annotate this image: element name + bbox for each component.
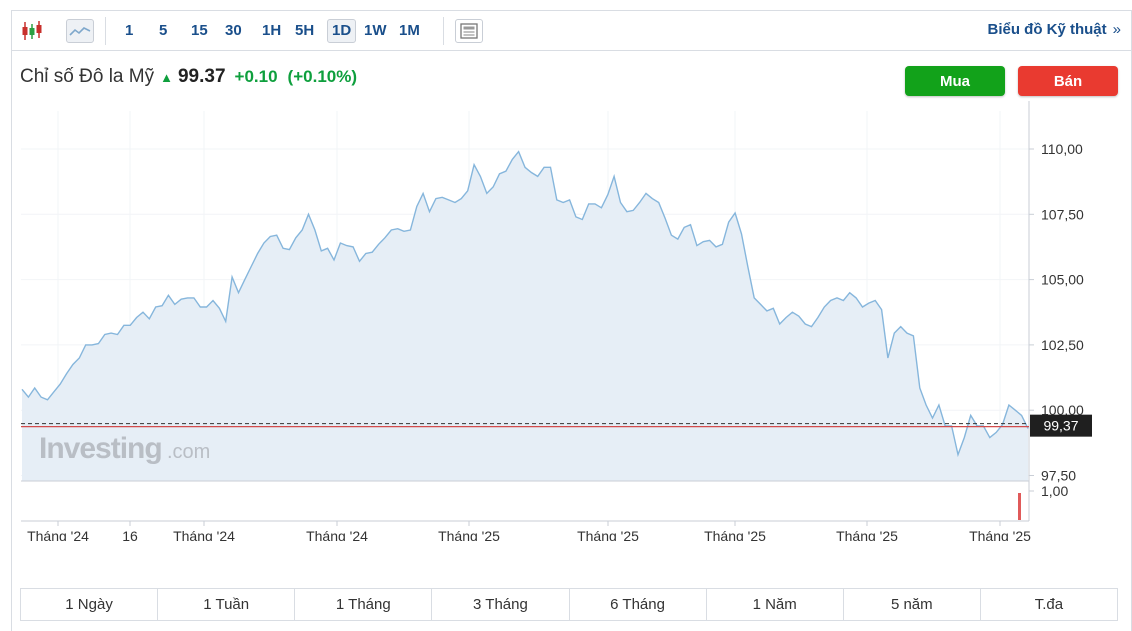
y-tick-label: 97,50 <box>1041 468 1076 484</box>
y-tick-label: 102,50 <box>1041 337 1084 353</box>
timeframe-1m[interactable]: 1M <box>399 22 420 39</box>
volume-tick-label: 1,00 <box>1041 483 1068 499</box>
current-price-label: 99,37 <box>1043 418 1078 434</box>
range-tab[interactable]: 1 Tuần <box>158 589 296 620</box>
x-tick-label: Tháng '24 <box>27 528 89 541</box>
y-tick-label: 110,00 <box>1041 141 1083 157</box>
chart-toolbar: 1 5 15 30 1H 5H 1D 1W 1M Biểu đồ Kỹ thuật» <box>12 11 1131 51</box>
instrument-name: Chỉ số Đô la Mỹ <box>20 66 155 87</box>
y-tick-label: 100,00 <box>1041 402 1084 418</box>
sell-button[interactable]: Bán <box>1018 66 1118 96</box>
toolbar-separator <box>443 17 444 45</box>
chart-widget: 1 5 15 30 1H 5H 1D 1W 1M Biểu đồ Kỹ thuật» Chỉ s… <box>11 10 1132 631</box>
price-change-percent: (+0.10%) <box>287 67 357 86</box>
news-icon[interactable] <box>455 19 483 43</box>
timeframe-5h[interactable]: 5H <box>295 22 315 39</box>
instrument-header: Chỉ số Đô la Mỹ ▲ 99.37 +0.10 (+0.10%) <box>20 65 357 89</box>
timeframe-15[interactable]: 15 <box>191 22 208 39</box>
toolbar-separator <box>105 17 106 45</box>
y-tick-label: 105,00 <box>1041 272 1084 288</box>
range-tab[interactable]: 1 Năm <box>707 589 844 620</box>
x-tick-label: Tháng '25 <box>969 528 1031 541</box>
technical-chart-link[interactable]: Biểu đồ Kỹ thuật » <box>987 21 1121 38</box>
x-tick-label: Tháng '25 <box>836 528 898 541</box>
price-chart[interactable]: Investing .com 110,00 107,50 105,00 102,50 1… <box>12 101 1131 541</box>
investing-watermark: Investing .com <box>39 432 210 465</box>
timeframe-1h[interactable]: 1H <box>262 22 282 39</box>
range-tab[interactable]: 6 Tháng <box>570 589 707 620</box>
range-tab[interactable]: T.đa <box>1034 596 1064 613</box>
range-selector: 1 Ngày 1 Tuần 1 Tháng 3 Tháng 6 Tháng 1 Năm 5 … <box>20 588 1118 621</box>
x-tick-label: Tháng '25 <box>704 528 766 541</box>
chevron-right-icon: » <box>1112 21 1121 38</box>
x-tick-label: Tháng '25 <box>577 528 639 541</box>
price-line <box>21 150 1029 458</box>
timeframe-1w[interactable]: 1W <box>364 22 387 39</box>
range-tab[interactable]: 1 Ngày <box>21 589 159 620</box>
area-chart-icon[interactable] <box>66 19 94 43</box>
timeframe-30[interactable]: 30 <box>225 22 242 39</box>
price-change: +0.10 <box>234 67 278 86</box>
volume-bar <box>1018 493 1021 520</box>
candlestick-icon[interactable] <box>18 19 46 43</box>
technical-chart-label: Biểu đồ Kỹ thuật <box>987 21 1107 38</box>
x-tick-label: Tháng '24 <box>173 528 235 541</box>
buy-button[interactable]: Mua <box>905 66 1005 96</box>
x-tick-label: Tháng '25 <box>438 528 500 541</box>
last-price: 99.37 <box>177 66 226 87</box>
range-tab[interactable]: 3 Tháng <box>432 589 570 620</box>
current-price-tag <box>1030 414 1092 437</box>
range-tab[interactable]: 1 Tháng <box>295 589 433 620</box>
range-tab[interactable]: 5 năm <box>844 589 981 620</box>
timeframe-1[interactable]: 1 <box>125 22 134 39</box>
price-area-fill <box>22 151 1028 481</box>
watermark-brand: Investing <box>39 432 162 465</box>
watermark-suffix: .com <box>167 441 210 463</box>
y-tick-label: 107,50 <box>1041 206 1084 222</box>
x-tick-label: Tháng '24 <box>306 528 368 541</box>
timeframe-1d[interactable]: 1D <box>327 19 357 43</box>
timeframe-5[interactable]: 5 <box>159 22 168 39</box>
arrow-up-icon: ▲ <box>160 69 173 85</box>
x-tick-label: 16 <box>122 528 138 541</box>
